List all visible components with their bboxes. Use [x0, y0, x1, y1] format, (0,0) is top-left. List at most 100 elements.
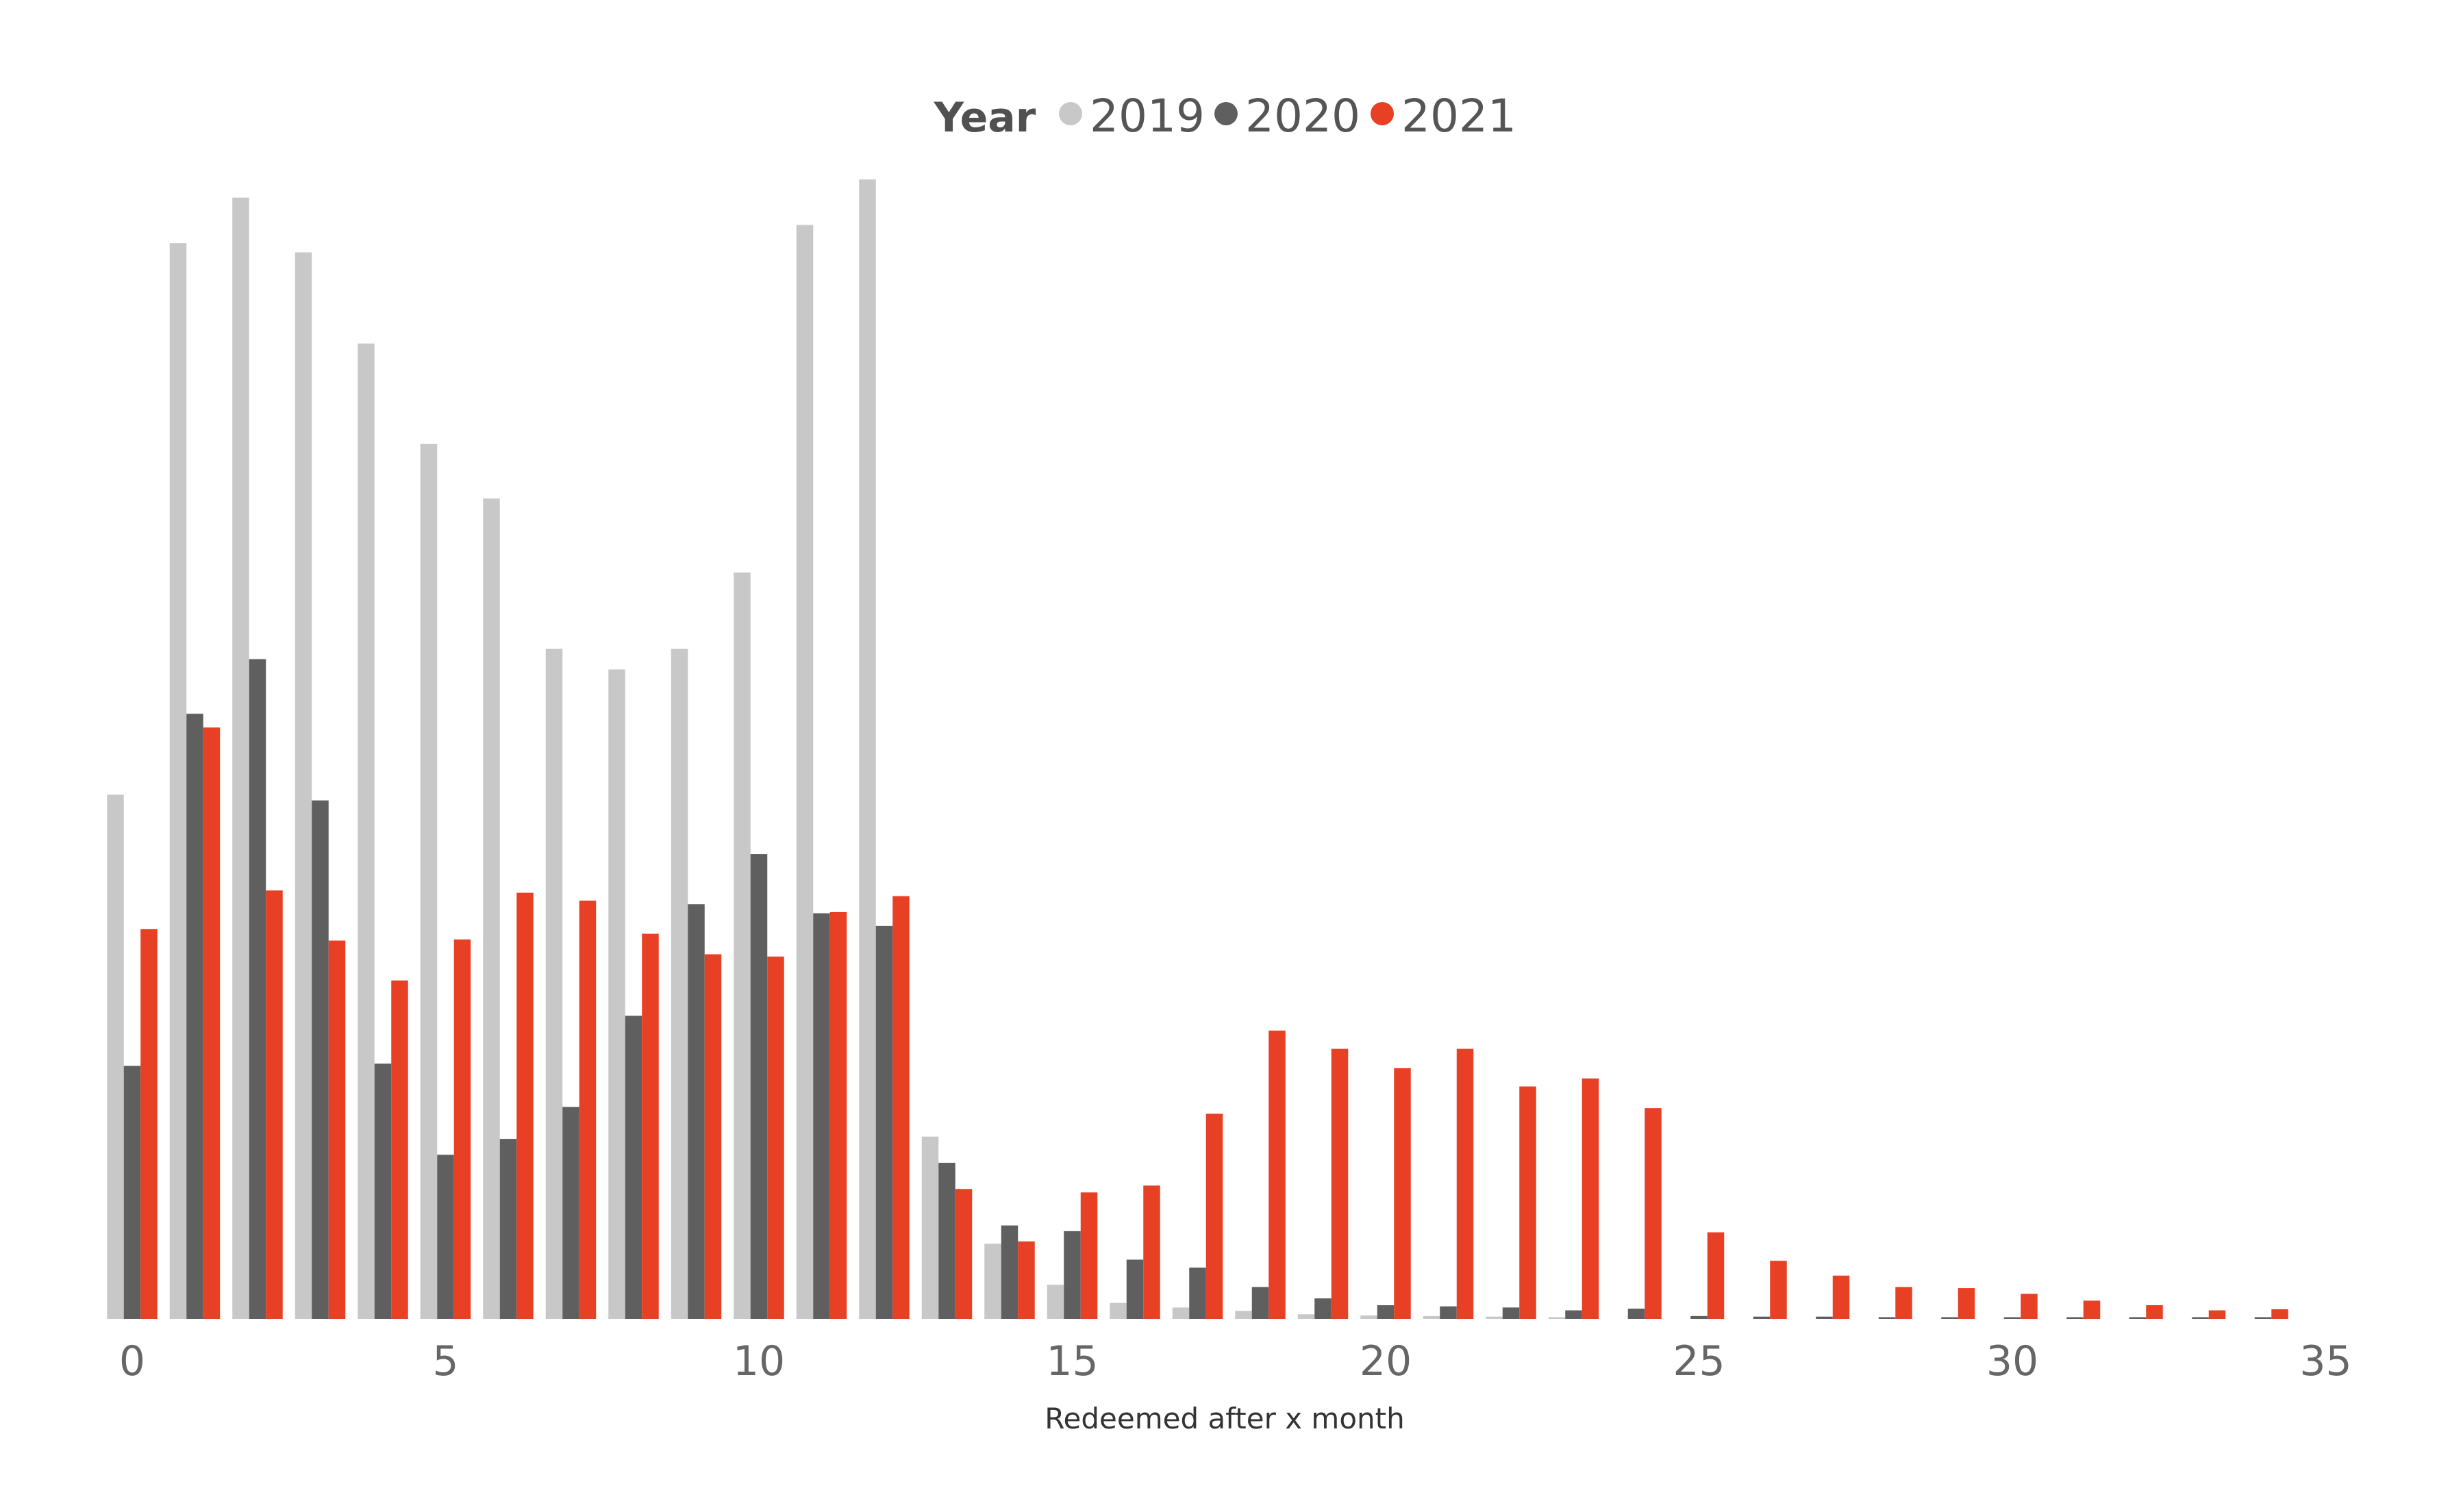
bar-2021-x15[interactable] — [1080, 1192, 1098, 1319]
x-tick-label: 30 — [1986, 1337, 2038, 1385]
bar-2021-x2[interactable] — [266, 890, 283, 1319]
bar-2021-x6[interactable] — [516, 892, 534, 1319]
bar-2021-x0[interactable] — [140, 929, 158, 1319]
bar-2020-x19[interactable] — [1314, 1298, 1332, 1319]
bar-2021-x3[interactable] — [328, 940, 346, 1319]
bar-2020-x24[interactable] — [1627, 1309, 1645, 1319]
bar-2021-x29[interactable] — [1958, 1288, 1975, 1319]
bar-2020-x13[interactable] — [938, 1163, 955, 1319]
bar-2021-x30[interactable] — [2021, 1294, 2038, 1319]
bar-2021-x13[interactable] — [955, 1189, 973, 1319]
bar-2020-x26[interactable] — [1753, 1316, 1771, 1319]
bar-2019-x0[interactable] — [107, 794, 124, 1319]
bar-2020-x30[interactable] — [2003, 1317, 2021, 1320]
bar-2019-x19[interactable] — [1297, 1314, 1315, 1319]
bar-2020-x23[interactable] — [1565, 1310, 1582, 1319]
bar-2021-x24[interactable] — [1645, 1108, 1662, 1319]
bar-2020-x5[interactable] — [437, 1155, 454, 1319]
bar-2021-x17[interactable] — [1205, 1113, 1223, 1319]
bar-2020-x27[interactable] — [1816, 1316, 1833, 1319]
bar-2020-x33[interactable] — [2192, 1317, 2209, 1320]
bar-2019-x5[interactable] — [420, 444, 438, 1319]
bar-2021-x26[interactable] — [1770, 1261, 1787, 1319]
bar-2020-x34[interactable] — [2254, 1317, 2272, 1320]
bar-2021-x10[interactable] — [767, 956, 784, 1319]
bar-2019-x15[interactable] — [1047, 1285, 1064, 1319]
bar-2020-x17[interactable] — [1189, 1268, 1206, 1319]
bar-2019-x3[interactable] — [295, 252, 312, 1320]
bar-2020-x25[interactable] — [1690, 1315, 1708, 1319]
bar-2019-x13[interactable] — [921, 1136, 939, 1319]
bar-2019-x18[interactable] — [1235, 1311, 1252, 1319]
bar-2020-x1[interactable] — [186, 714, 203, 1319]
x-axis-ticks: 0 5 10 15 20 25 30 35 — [119, 1337, 2352, 1385]
bar-2019-x17[interactable] — [1172, 1307, 1190, 1319]
bar-2019-x10[interactable] — [734, 572, 751, 1319]
bar-2021-x28[interactable] — [1895, 1287, 1912, 1319]
bar-2020-x32[interactable] — [2129, 1317, 2147, 1320]
bar-2021-x7[interactable] — [579, 900, 597, 1319]
bar-2021-x34[interactable] — [2271, 1309, 2288, 1319]
bar-2020-x4[interactable] — [374, 1063, 392, 1319]
bar-2021-x1[interactable] — [203, 727, 221, 1319]
bar-2021-x18[interactable] — [1268, 1031, 1286, 1319]
bar-2021-x27[interactable] — [1832, 1275, 1850, 1319]
bar-2020-x16[interactable] — [1126, 1259, 1144, 1319]
bar-2020-x14[interactable] — [1001, 1225, 1018, 1319]
bar-2020-x20[interactable] — [1377, 1305, 1395, 1319]
bar-2021-x9[interactable] — [704, 954, 722, 1319]
bar-2020-x6[interactable] — [499, 1139, 517, 1319]
bar-2020-x8[interactable] — [625, 1016, 642, 1319]
bar-2019-x22[interactable] — [1486, 1316, 1503, 1319]
bar-2021-x31[interactable] — [2083, 1300, 2101, 1319]
bar-2019-x2[interactable] — [232, 197, 249, 1319]
bar-2020-x3[interactable] — [312, 800, 329, 1319]
bar-2020-x11[interactable] — [813, 913, 830, 1319]
bar-2020-x21[interactable] — [1440, 1306, 1457, 1319]
bar-2020-x12[interactable] — [875, 925, 893, 1319]
bar-2019-x21[interactable] — [1423, 1315, 1440, 1319]
bar-2021-x32[interactable] — [2146, 1305, 2163, 1319]
bar-2019-x11[interactable] — [796, 225, 814, 1319]
bar-2021-x12[interactable] — [892, 896, 910, 1319]
bar-2020-x22[interactable] — [1502, 1307, 1520, 1319]
bar-2020-x31[interactable] — [2066, 1317, 2084, 1320]
bar-2020-x0[interactable] — [123, 1066, 141, 1319]
bar-2019-x7[interactable] — [545, 648, 563, 1319]
legend-label-2019[interactable]: 2019 — [1090, 90, 1205, 142]
bar-2019-x4[interactable] — [358, 343, 375, 1319]
bar-2020-x10[interactable] — [750, 854, 768, 1319]
bar-2021-x19[interactable] — [1331, 1048, 1349, 1319]
bar-2019-x14[interactable] — [984, 1244, 1001, 1319]
legend-label-2021[interactable]: 2021 — [1401, 90, 1516, 142]
bar-2019-x9[interactable] — [671, 648, 688, 1319]
bar-2019-x1[interactable] — [169, 243, 187, 1320]
bar-2019-x6[interactable] — [483, 498, 500, 1320]
bar-2021-x16[interactable] — [1143, 1185, 1160, 1319]
legend-label-2020[interactable]: 2020 — [1245, 90, 1360, 142]
bar-2020-x29[interactable] — [1941, 1317, 1958, 1320]
bar-2021-x33[interactable] — [2208, 1310, 2226, 1319]
bar-2020-x9[interactable] — [688, 904, 705, 1319]
bar-2021-x21[interactable] — [1456, 1048, 1474, 1319]
bar-2021-x11[interactable] — [829, 911, 847, 1319]
bar-2021-x14[interactable] — [1018, 1241, 1035, 1319]
bar-2019-x12[interactable] — [859, 179, 876, 1319]
bar-2021-x8[interactable] — [642, 933, 659, 1319]
bar-2019-x8[interactable] — [608, 669, 625, 1319]
bar-2020-x2[interactable] — [249, 659, 266, 1319]
bar-2021-x5[interactable] — [453, 939, 471, 1319]
bar-2020-x15[interactable] — [1064, 1231, 1081, 1319]
bar-2021-x20[interactable] — [1394, 1068, 1411, 1319]
bar-2020-x7[interactable] — [562, 1107, 579, 1320]
bar-2019-x20[interactable] — [1360, 1315, 1377, 1319]
bar-2019-x16[interactable] — [1110, 1302, 1127, 1319]
bar-2021-x22[interactable] — [1519, 1086, 1536, 1319]
x-tick-label: 25 — [1673, 1337, 1725, 1385]
bar-2021-x25[interactable] — [1707, 1232, 1725, 1319]
bar-2021-x4[interactable] — [391, 980, 408, 1319]
bar-2021-x23[interactable] — [1582, 1078, 1599, 1319]
bar-2019-x23[interactable] — [1548, 1317, 1566, 1320]
bar-2020-x28[interactable] — [1878, 1317, 1896, 1320]
bar-2020-x18[interactable] — [1251, 1287, 1269, 1319]
